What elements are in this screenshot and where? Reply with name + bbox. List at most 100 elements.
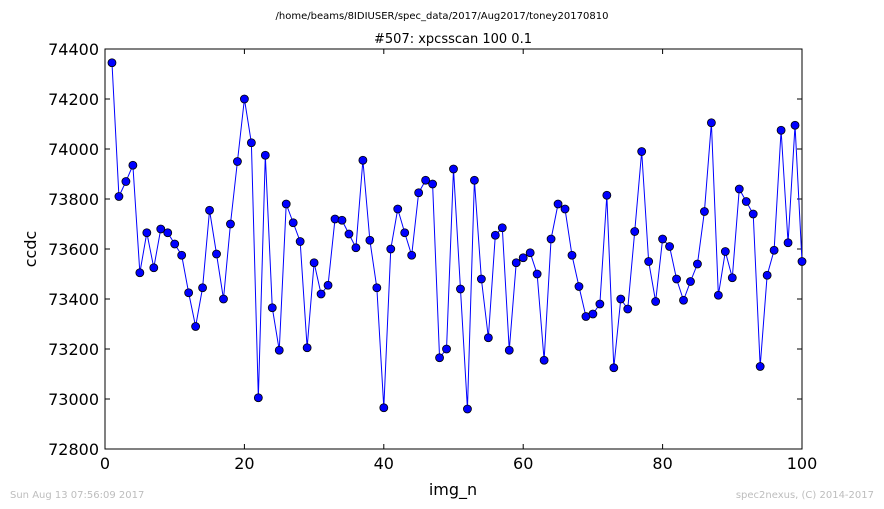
data-point [239, 94, 249, 104]
data-point [456, 284, 465, 294]
data-point [476, 274, 486, 284]
data-point [260, 150, 270, 160]
data-point [602, 190, 612, 200]
y-tick-label: 73600 [48, 240, 99, 259]
data-point [518, 253, 528, 263]
data-point [142, 228, 152, 238]
data-point [191, 322, 201, 331]
header-path: /home/beams/8IDIUSER/spec_data/2017/Aug2… [276, 11, 609, 22]
data-point [790, 120, 800, 130]
plot-area [104, 48, 803, 450]
data-point [532, 269, 542, 279]
data-point [128, 160, 138, 170]
data-point [637, 147, 647, 156]
data-point [511, 258, 521, 268]
data-point [177, 250, 187, 260]
data-point [483, 333, 493, 343]
data-point [212, 249, 221, 259]
y-axis-label: ccdc [21, 231, 40, 268]
data-point [379, 403, 389, 413]
data-point [358, 155, 368, 165]
data-point [797, 257, 807, 266]
data-point [463, 404, 472, 414]
data-point [288, 218, 298, 228]
data-point [672, 274, 681, 284]
data-point [741, 197, 751, 206]
y-tick-label: 72800 [48, 440, 99, 459]
data-point [156, 224, 166, 234]
data-point [748, 209, 758, 219]
series-line [111, 62, 803, 410]
data-point [686, 277, 695, 286]
data-point [302, 343, 312, 353]
data-point [337, 215, 347, 225]
data-point [574, 282, 584, 291]
data-point [609, 363, 619, 373]
y-tick-label: 73400 [48, 290, 99, 309]
data-point [400, 228, 410, 238]
data-point [504, 345, 514, 355]
data-point [414, 188, 424, 198]
data-point [720, 247, 730, 256]
data-point [351, 243, 361, 253]
data-point [149, 263, 159, 273]
data-point [700, 207, 709, 216]
data-point [616, 294, 626, 304]
data-point [274, 345, 284, 355]
footer-credit: spec2nexus, (C) 2014-2017 [735, 490, 874, 501]
data-point [198, 283, 207, 293]
data-point [205, 205, 214, 215]
data-point [372, 283, 382, 293]
footer-timestamp: Sun Aug 13 07:56:09 2017 [10, 490, 145, 501]
data-point [539, 355, 549, 365]
data-point [553, 199, 563, 209]
data-point [114, 192, 124, 201]
data-point [783, 238, 793, 248]
data-point [135, 268, 145, 278]
data-point [309, 258, 319, 268]
data-point [734, 184, 744, 194]
data-point [644, 257, 654, 266]
y-tick-label: 73000 [48, 390, 99, 409]
data-point [588, 309, 598, 319]
data-point [497, 223, 507, 233]
data-point [651, 297, 661, 306]
data-point [470, 175, 479, 185]
data-point [344, 229, 354, 239]
data-point [693, 259, 702, 269]
data-point [170, 239, 180, 249]
data-point [295, 237, 305, 246]
data-points [107, 58, 807, 414]
data-point [121, 177, 131, 186]
data-point [679, 295, 688, 305]
data-point [323, 280, 333, 290]
data-point [449, 164, 458, 174]
data-point [407, 250, 417, 260]
data-point [623, 304, 633, 314]
y-tick-label: 74000 [48, 140, 99, 159]
data-point [219, 294, 228, 304]
data-point [755, 362, 765, 371]
data-point [769, 245, 779, 255]
data-point [630, 227, 640, 236]
data-point [525, 248, 535, 258]
data-point [267, 303, 277, 313]
y-tick-label: 74200 [48, 90, 99, 109]
x-tick-label: 0 [100, 454, 110, 473]
data-point [226, 219, 235, 229]
data-point [490, 230, 500, 240]
x-axis: 0 20 40 60 80 100 [100, 49, 817, 473]
data-point [316, 289, 326, 299]
data-point [246, 138, 256, 148]
data-point [713, 290, 723, 300]
data-point [386, 244, 396, 254]
data-point [665, 242, 674, 251]
data-point [428, 179, 437, 189]
x-tick-label: 100 [787, 454, 818, 473]
data-point [442, 344, 451, 354]
x-tick-label: 60 [513, 454, 533, 473]
data-point [658, 234, 667, 244]
data-point [421, 175, 431, 185]
data-point [776, 125, 786, 135]
